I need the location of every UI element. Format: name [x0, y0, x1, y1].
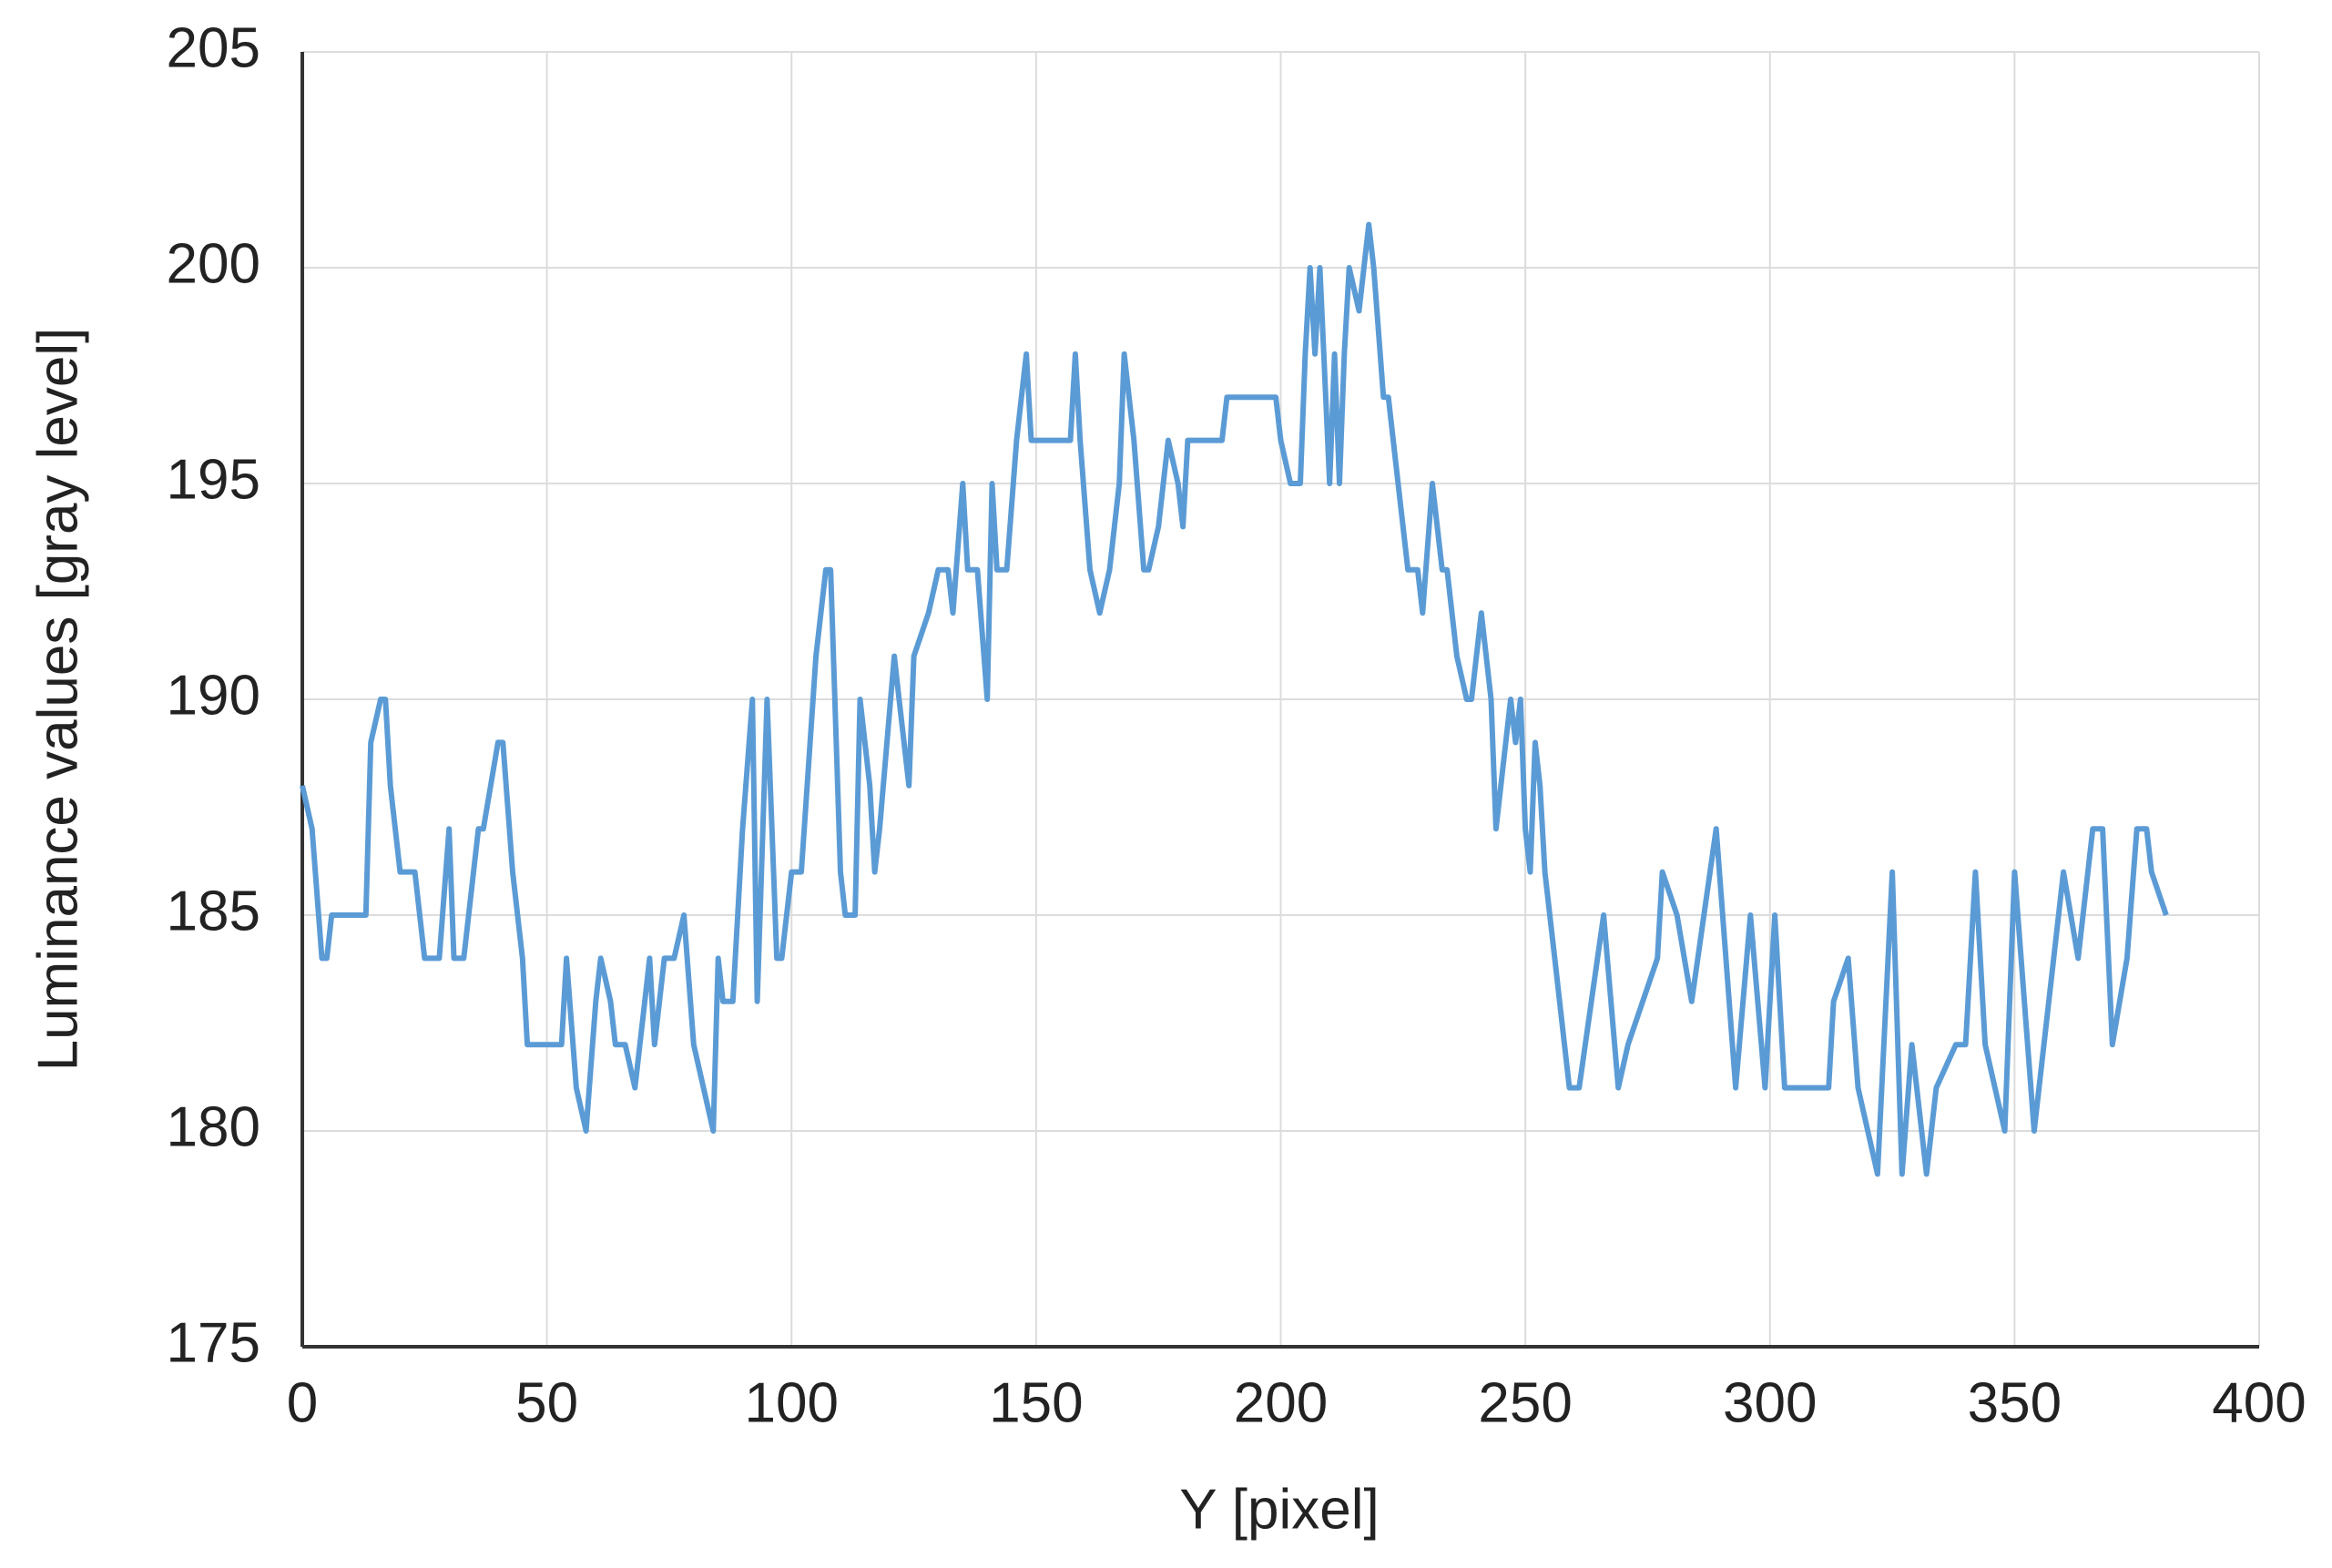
- x-tick-label: 100: [745, 1371, 839, 1434]
- y-tick-label: 175: [167, 1311, 260, 1374]
- data-line: [300, 221, 2169, 1177]
- x-tick-label: 250: [1478, 1371, 1572, 1434]
- x-tick-label: 200: [1234, 1371, 1328, 1434]
- x-tick-label: 50: [515, 1371, 578, 1434]
- x-tick-label: 400: [2212, 1371, 2306, 1434]
- y-tick-label: 195: [167, 448, 260, 511]
- x-tick-label: 0: [287, 1371, 318, 1434]
- y-tick-label: 205: [167, 16, 260, 79]
- y-tick-label: 185: [167, 880, 260, 942]
- x-tick-label: 300: [1723, 1371, 1817, 1434]
- x-tick-label: 150: [989, 1371, 1083, 1434]
- y-tick-label: 180: [167, 1095, 260, 1158]
- y-axis-title: Luminance values [gray level]: [26, 328, 89, 1072]
- x-tick-label: 350: [1968, 1371, 2062, 1434]
- y-tick-label: 190: [167, 664, 260, 727]
- x-axis-title: Y [pixel]: [1179, 1478, 1379, 1541]
- y-tick-label: 200: [167, 232, 260, 295]
